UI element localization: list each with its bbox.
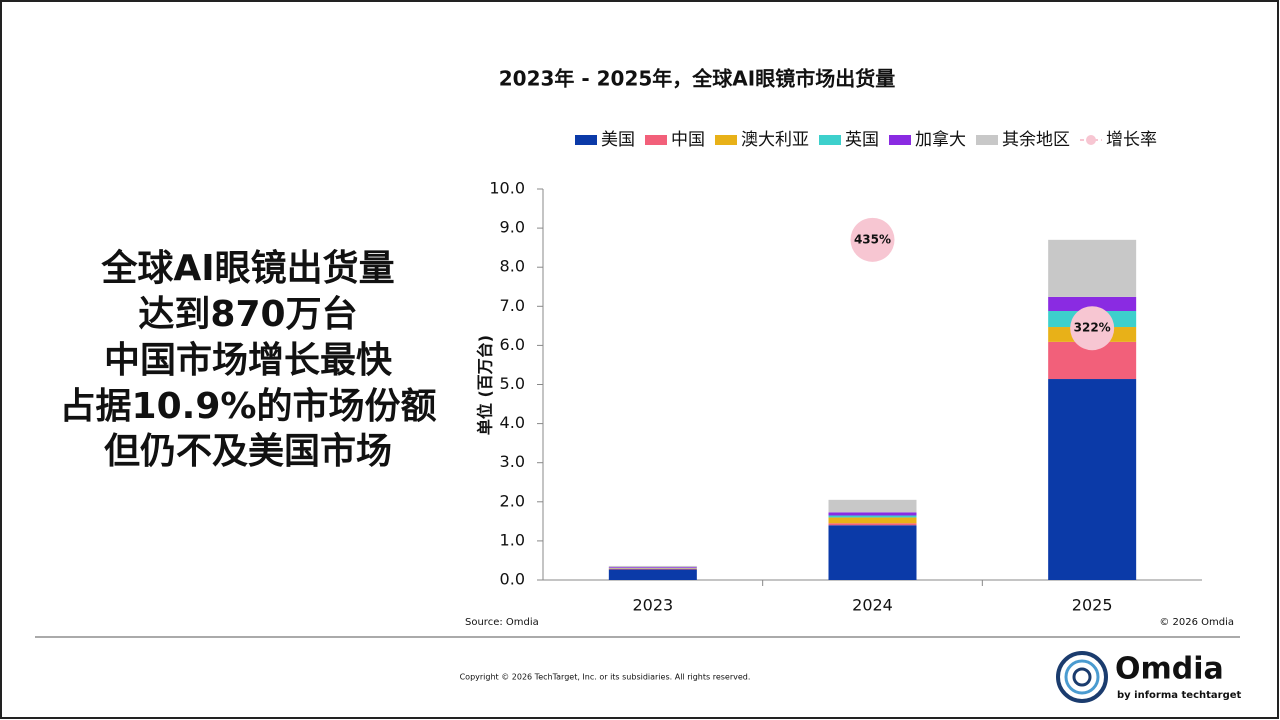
legend-label: 其余地区 [1002,130,1070,150]
legend-swatch [645,135,667,145]
legend-label: 英国 [845,130,879,150]
bar-segment [1048,379,1137,580]
y-tick-label: 7.0 [500,296,525,315]
legend-swatch [1086,135,1096,145]
bar-segment [828,499,917,513]
bar-segment [828,523,917,526]
headline: 达到870万台 [138,294,357,335]
logo-sub: by informa techtarget [1117,690,1242,701]
y-tick-label: 2.0 [500,491,525,510]
growth-label: 435% [854,232,891,246]
bar-segment [828,512,917,516]
y-tick-label: 6.0 [500,335,525,354]
chart-title: 2023年 - 2025年，全球AI眼镜市场出货量 [499,67,895,91]
logo: Omdia [1115,652,1224,687]
y-tick-label: 4.0 [500,413,525,432]
legend-label: 中国 [671,130,705,150]
y-axis-label: 单位 (百万台) [476,335,495,435]
headline: 全球AI眼镜出货量 [100,247,394,289]
bar-segment [828,517,917,524]
legend-label: 增长率 [1106,130,1157,150]
bar-segment [1048,296,1137,311]
bar-segment [1048,239,1137,297]
bar-segment [608,568,697,570]
bar-segment [608,565,697,568]
bar-segment [608,569,697,580]
y-tick-label: 5.0 [500,374,525,393]
y-tick-label: 1.0 [500,530,525,549]
logo-icon [1056,651,1108,703]
bar-segment [828,525,917,580]
y-tick-label: 3.0 [500,452,525,471]
headline: 占据10.9%的市场份额 [60,386,437,427]
legend-label: 加拿大 [915,129,966,150]
x-tick-label: 2023 [632,596,673,615]
x-tick-label: 2024 [852,596,893,615]
y-tick-label: 9.0 [500,218,525,237]
source: Source: Omdia [465,617,539,628]
legend-swatch [819,135,841,145]
bar-segment [608,567,697,568]
y-tick-label: 10.0 [489,179,525,198]
y-tick-label: 8.0 [500,257,525,276]
copyright: Copyright © 2026 TechTarget, Inc. or its… [460,673,751,682]
legend-label: 澳大利亚 [741,130,809,150]
y-tick-label: 0.0 [500,570,525,589]
chart-copyright: © 2026 Omdia [1159,617,1234,628]
growth-marker [850,217,895,262]
headline: 但仍不及美国市场 [104,431,392,472]
bar-segment [828,515,917,518]
legend-swatch [889,135,911,145]
legend-label: 美国 [601,130,635,150]
headline: 中国市场增长最快 [104,340,393,381]
legend-swatch [976,135,998,145]
legend-swatch [715,135,737,145]
growth-label: 322% [1074,321,1111,335]
x-tick-label: 2025 [1072,596,1113,615]
legend-swatch [575,135,597,145]
growth-marker [1070,306,1115,351]
